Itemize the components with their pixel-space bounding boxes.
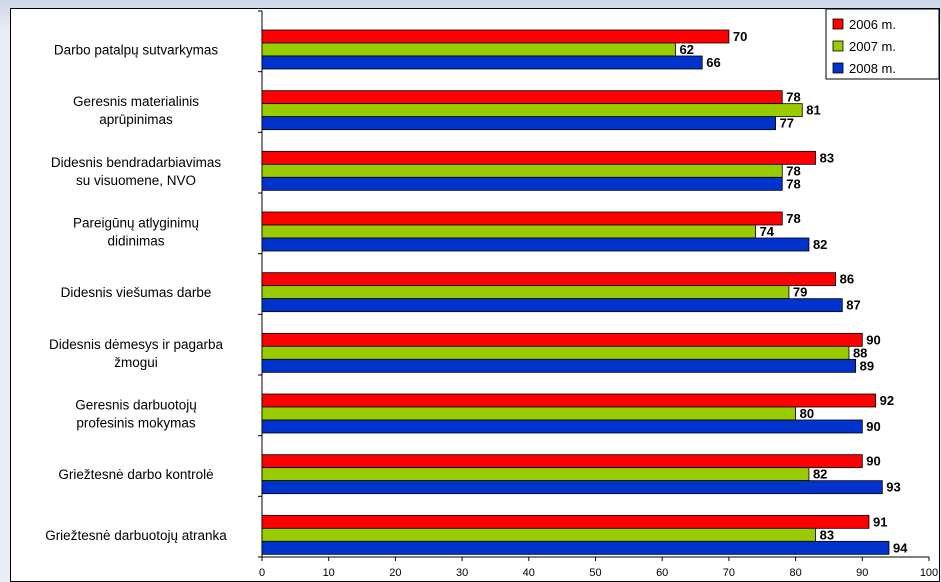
legend-swatch [832,18,844,30]
bar [261,211,783,226]
data-label: 90 [866,454,880,469]
data-label: 62 [680,42,694,57]
data-label: 86 [840,272,854,287]
category-label: Didesnis viešumas darbe [61,285,212,300]
data-label: 91 [873,514,887,529]
data-label: 81 [806,103,820,118]
x-tick-label: 50 [589,567,601,579]
category-label: Griežtesnė darbuotojų atranka [45,528,227,543]
legend-label: 2008 m. [849,61,896,76]
legend-box [825,9,939,80]
data-label: 78 [786,211,800,226]
data-label: 87 [846,298,860,313]
category-label: didinimas [107,234,164,249]
data-label: 70 [733,29,747,44]
category-label: su visuomene, NVO [76,173,196,188]
bar [261,393,877,408]
x-tick-label: 0 [259,567,265,579]
bar [261,454,863,469]
data-label: 78 [786,176,800,191]
x-tick-label: 60 [656,567,668,579]
data-label: 93 [886,480,900,495]
data-label: 90 [866,332,880,347]
legend-label: 2006 m. [849,17,896,32]
legend-swatch [832,62,844,74]
x-tick-label: 30 [456,567,468,579]
bar [261,514,870,529]
data-label: 82 [813,237,827,252]
x-tick-label: 70 [723,567,735,579]
data-label: 77 [780,116,794,131]
data-label: 89 [860,358,874,373]
bar [261,176,783,191]
bar [261,285,790,300]
data-label: 74 [760,224,775,239]
bar-chart: 0 10 20 30 40 50 60 70 80 90 100 Darbo patalpų sutv… [45,9,939,579]
bar [261,540,890,555]
data-label: 88 [853,345,867,360]
category-label: Darbo patalpų sutvarkymas [54,43,219,58]
category-label: Geresnis materialinis [73,94,199,109]
bar [261,345,850,360]
data-label: 79 [793,285,807,300]
bar [261,237,810,252]
bar [261,29,730,44]
bar [261,55,703,70]
category-label: žmogui [114,355,158,370]
data-label: 92 [880,393,894,408]
x-tick-label: 80 [789,567,801,579]
category-label: Griežtesnė darbo kontrolė [58,467,213,482]
bar [261,224,756,239]
x-tick-label: 100 [920,567,938,579]
category-label: Didesnis dėmesys ir pagarba [49,337,224,352]
x-tick-label: 40 [523,567,535,579]
bar [261,298,843,313]
category-label: aprūpinimas [99,112,173,127]
data-label: 83 [820,150,834,165]
bar [261,467,810,482]
bar [261,103,803,118]
bar [261,358,857,373]
data-label: 94 [893,540,908,555]
bar [261,90,783,105]
bar [261,42,676,57]
data-label: 90 [866,419,880,434]
category-label: profesinis mokymas [76,416,196,431]
bar [261,150,817,165]
x-tick-label: 10 [323,567,335,579]
category-label: Didesnis bendradarbiavimas [51,155,222,170]
category-label: Geresnis darbuotojų [75,398,197,413]
x-tick-label: 90 [856,567,868,579]
bar [261,332,863,347]
data-label: 80 [800,406,814,421]
bar [261,480,883,495]
data-label: 66 [706,55,720,70]
chart-frame: 0 10 20 30 40 50 60 70 80 90 100 Darbo patalpų sutv… [10,8,940,582]
legend-swatch [832,40,844,52]
bar [261,419,863,434]
category-label: Pareigūnų atlyginimų [73,216,199,231]
data-label: 78 [786,163,800,178]
data-label: 82 [813,467,827,482]
bar [261,116,776,131]
x-tick-label: 20 [389,567,401,579]
bar [261,163,783,178]
bar [261,272,837,287]
data-label: 78 [786,90,800,105]
bar [261,527,817,542]
bar [261,406,796,421]
legend-label: 2007 m. [849,39,896,54]
data-label: 83 [820,527,834,542]
